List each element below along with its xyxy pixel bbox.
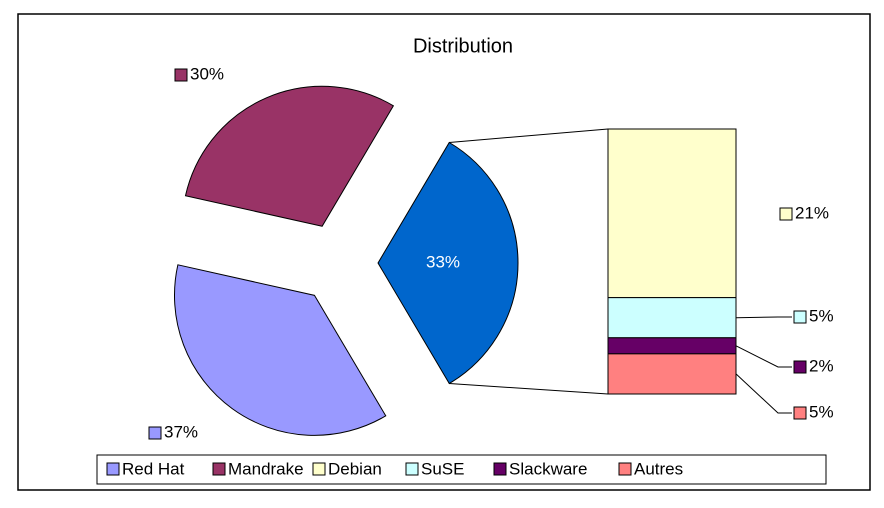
legend-swatch (618, 462, 632, 476)
connector (449, 128, 609, 143)
legend-swatch (106, 462, 120, 476)
bar-segment (607, 128, 737, 299)
label-swatch (793, 310, 807, 324)
bar-segment (607, 353, 737, 395)
chart-title: Distribution (413, 35, 513, 57)
legend-label: Autres (634, 459, 683, 478)
label-swatch (779, 207, 793, 221)
leader-line (735, 345, 792, 368)
pie-slice (377, 141, 519, 385)
legend-label: Debian (328, 459, 382, 478)
slice-label: 33% (426, 252, 460, 271)
legend-swatch (405, 462, 419, 476)
data-label: 37% (164, 422, 198, 441)
label-swatch (793, 360, 807, 374)
legend-label: Mandrake (228, 459, 304, 478)
data-label: 5% (809, 402, 834, 421)
bar-segment (607, 297, 737, 339)
label-swatch (793, 406, 807, 420)
connector (449, 383, 609, 395)
legend-label: Red Hat (122, 459, 185, 478)
label-swatch (174, 68, 188, 82)
pie-slice (184, 85, 395, 227)
data-label: 5% (809, 306, 834, 325)
data-label: 21% (795, 203, 829, 222)
leader-line (735, 316, 792, 319)
data-label: 2% (809, 356, 834, 375)
data-label: 30% (190, 64, 224, 83)
leader-line (735, 373, 792, 414)
legend-swatch (312, 462, 326, 476)
legend-label: Slackware (509, 459, 587, 478)
legend-swatch (493, 462, 507, 476)
legend-swatch (212, 462, 226, 476)
bar-segment (607, 337, 737, 355)
legend-label: SuSE (421, 459, 464, 478)
pie-slice (174, 264, 387, 436)
label-swatch (148, 426, 162, 440)
